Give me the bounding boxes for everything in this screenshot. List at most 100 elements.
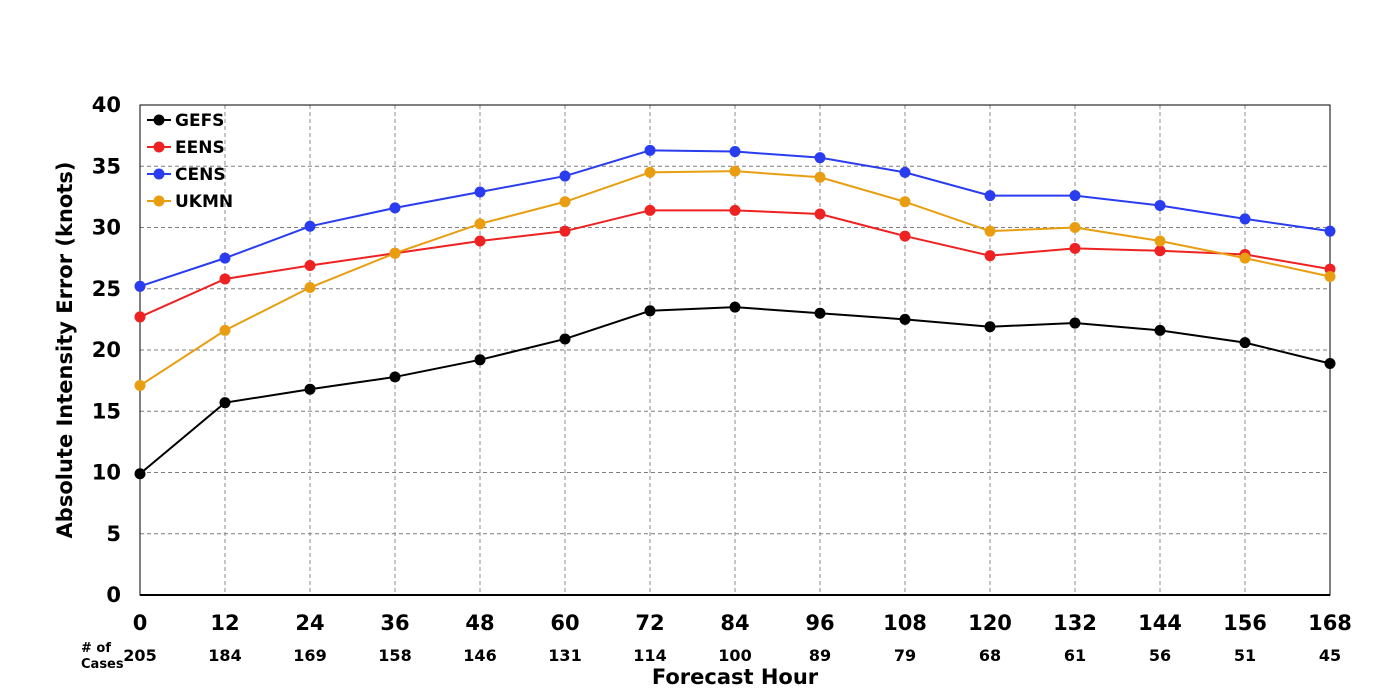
data-point [134,380,146,392]
y-tick-label: 15 [92,399,121,423]
data-point [984,225,996,237]
x-axis-title: Forecast Hour [652,665,819,689]
data-point [899,166,911,178]
legend-label: EENS [175,138,225,158]
data-point [304,282,316,294]
series-cens [134,144,1336,292]
data-point [304,383,316,395]
data-point [134,468,146,480]
data-point [559,333,571,345]
data-point [304,259,316,271]
data-point [729,204,741,216]
data-point [1069,222,1081,233]
grid [140,105,1330,596]
cases-title: # of Cases [81,641,124,672]
legend-marker [153,195,165,207]
case-count: 68 [979,646,1001,665]
case-count: 51 [1234,646,1256,665]
data-point [984,321,996,333]
x-tick-label: 84 [720,611,749,635]
data-point [644,166,656,178]
data-point [1239,337,1251,349]
legend-item: GEFS [147,111,224,131]
data-point [644,204,656,216]
cases-title-line: Cases [81,657,124,672]
x-axis: 0 12 24 36 48 60 72 84 96 108 120 132 144 156 168 [133,611,1352,635]
case-count: 131 [548,646,581,665]
data-point [1324,357,1336,369]
case-count: 114 [633,646,666,665]
data-point [219,397,231,409]
y-axis-title: Absolute Intensity Error (knots) [53,162,77,539]
x-tick-label: 0 [133,611,148,635]
y-tick-label: 5 [106,522,121,546]
data-point [814,152,826,164]
legend-item: EENS [147,138,225,158]
x-tick-label: 12 [210,611,239,635]
case-count: 169 [293,646,326,665]
legend-label: CENS [175,165,226,185]
y-tick-label: 30 [92,216,121,240]
legend-marker [153,114,165,126]
y-tick-label: 10 [92,461,121,485]
data-point [1154,245,1166,257]
series-gefs [134,301,1336,480]
plot-frame [139,104,1331,596]
x-tick-label: 36 [380,611,409,635]
data-point [134,311,146,323]
case-count: 158 [378,646,411,665]
data-point [984,250,996,262]
data-point [814,171,826,183]
y-tick-label: 40 [92,93,121,117]
data-point [474,218,486,230]
data-point [814,208,826,220]
data-point [559,196,571,208]
x-tick-label: 48 [465,611,494,635]
x-tick-label: 168 [1308,611,1352,635]
data-point [389,202,401,214]
data-point [474,186,486,198]
data-point [389,247,401,259]
data-point [729,146,741,158]
data-point [219,273,231,285]
data-point [729,165,741,177]
x-tick-label: 60 [550,611,579,635]
data-point [219,252,231,264]
x-tick-label: 108 [883,611,927,635]
data-point [1239,252,1251,264]
data-point [1069,242,1081,254]
data-point [1069,317,1081,329]
series-eens [134,204,1336,323]
data-point [559,225,571,237]
case-count: 79 [894,646,916,665]
x-tick-label: 120 [968,611,1012,635]
data-point [304,220,316,232]
x-tick-label: 144 [1138,611,1182,635]
series-ukmn [134,165,1336,392]
x-tick-label: 96 [805,611,834,635]
data-point [1239,213,1251,225]
series-layer [134,144,1336,480]
cases-row: 205 184 169 158 146 131 114 100 89 79 68 61 56 51 45 [123,646,1341,665]
x-tick-label: 72 [635,611,664,635]
case-count: 56 [1149,646,1171,665]
data-point [559,170,571,182]
y-tick-label: 0 [106,583,121,607]
legend-label: UKMN [175,192,233,212]
case-count: 146 [463,646,496,665]
data-point [1069,190,1081,202]
y-tick-label: 35 [92,154,121,178]
data-point [644,144,656,156]
data-point [729,301,741,313]
case-count: 100 [718,646,751,665]
legend-marker [153,168,165,180]
data-point [1154,324,1166,336]
data-point [1154,199,1166,211]
data-point [1324,225,1336,237]
legend-item: UKMN [147,192,233,212]
legend: GEFS EENS CENS UKMN [147,111,233,212]
data-point [474,235,486,247]
data-point [1154,235,1166,247]
case-count: 45 [1319,646,1341,665]
